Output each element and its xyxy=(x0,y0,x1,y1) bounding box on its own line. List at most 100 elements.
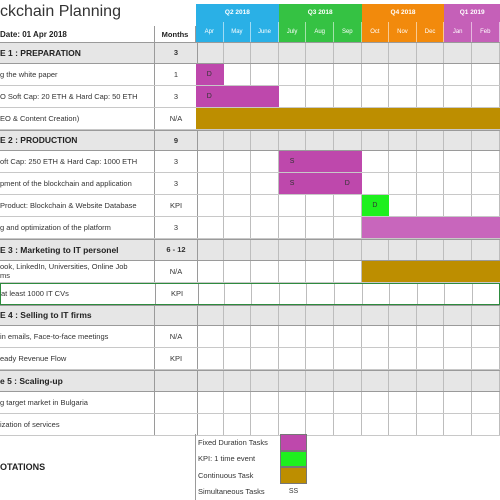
timeline-cell[interactable] xyxy=(472,305,500,325)
timeline-cell[interactable] xyxy=(334,43,362,63)
timeline-cell[interactable] xyxy=(224,240,252,260)
task-row[interactable]: Product: Blockchain & Website Database KP… xyxy=(0,195,500,217)
timeline-cell[interactable] xyxy=(334,371,362,391)
timeline-cell[interactable] xyxy=(306,130,334,150)
timeline-cell[interactable] xyxy=(472,326,500,347)
timeline-cell-filled[interactable] xyxy=(223,107,252,129)
timeline-cell[interactable] xyxy=(417,413,445,435)
timeline-cell[interactable] xyxy=(224,195,252,216)
timeline-cell[interactable] xyxy=(472,85,500,107)
timeline-cell[interactable] xyxy=(389,371,417,391)
timeline-cell[interactable] xyxy=(196,391,224,413)
timeline-cell[interactable] xyxy=(444,240,472,260)
timeline-cell[interactable] xyxy=(279,348,307,369)
timeline-cell[interactable] xyxy=(472,240,500,260)
timeline-cell-filled[interactable] xyxy=(306,107,334,129)
timeline-cell[interactable] xyxy=(334,348,362,369)
task-row[interactable]: g the white paper 1 D xyxy=(0,63,500,86)
timeline-cell[interactable] xyxy=(362,240,390,260)
timeline-cell-filled[interactable] xyxy=(471,107,500,129)
timeline-cell[interactable] xyxy=(306,305,334,325)
task-row[interactable]: O Soft Cap: 20 ETH & Hard Cap: 50 ETH 3 D xyxy=(0,85,500,108)
timeline-cell[interactable] xyxy=(444,413,472,435)
timeline-cell[interactable] xyxy=(362,173,390,194)
timeline-cell[interactable] xyxy=(444,195,472,216)
timeline-cell[interactable] xyxy=(362,85,390,107)
timeline-cell-filled[interactable] xyxy=(471,260,500,282)
timeline-cell[interactable] xyxy=(251,371,279,391)
timeline-cell[interactable] xyxy=(389,43,417,63)
timeline-cell[interactable] xyxy=(334,240,362,260)
timeline-cell[interactable] xyxy=(196,151,224,172)
timeline-cell[interactable] xyxy=(389,326,417,347)
timeline-cell[interactable] xyxy=(362,348,390,369)
timeline-cell[interactable] xyxy=(389,63,417,85)
timeline-cell-filled[interactable]: D xyxy=(361,195,390,216)
timeline-cell[interactable] xyxy=(389,173,417,194)
timeline-cell-filled[interactable] xyxy=(306,151,334,172)
timeline-cell[interactable] xyxy=(279,85,307,107)
timeline-cell[interactable] xyxy=(196,43,224,63)
timeline-cell[interactable] xyxy=(362,391,390,413)
task-row[interactable]: ook, LinkedIn, Universities, Online Job m… xyxy=(0,260,500,283)
timeline-cell[interactable] xyxy=(363,283,391,304)
timeline-cell[interactable] xyxy=(225,283,253,304)
timeline-cell[interactable] xyxy=(306,217,334,238)
timeline-cell-filled[interactable] xyxy=(416,107,445,129)
timeline-cell[interactable] xyxy=(444,43,472,63)
timeline-cell[interactable] xyxy=(472,348,500,369)
timeline-cell[interactable] xyxy=(362,413,390,435)
timeline-cell-filled[interactable] xyxy=(333,107,362,129)
timeline-cell[interactable] xyxy=(334,391,362,413)
timeline-cell[interactable] xyxy=(334,260,362,282)
task-row[interactable]: EO & Content Creation) N/A xyxy=(0,107,500,130)
timeline-cell-filled[interactable] xyxy=(251,85,279,107)
timeline-cell[interactable] xyxy=(417,195,445,216)
timeline-cell[interactable] xyxy=(279,260,307,282)
timeline-cell[interactable] xyxy=(472,63,500,85)
task-row[interactable]: pment of the blockchain and application 3… xyxy=(0,173,500,195)
timeline-cell[interactable] xyxy=(279,195,307,216)
timeline-cell-filled[interactable] xyxy=(389,260,417,282)
timeline-cell[interactable] xyxy=(251,326,279,347)
timeline-cell[interactable] xyxy=(252,283,280,304)
timeline-cell[interactable] xyxy=(251,173,279,194)
timeline-cell[interactable] xyxy=(473,283,500,304)
timeline-cell[interactable] xyxy=(334,130,362,150)
timeline-cell[interactable] xyxy=(306,43,334,63)
timeline-cell[interactable] xyxy=(251,43,279,63)
timeline-cell[interactable] xyxy=(472,151,500,172)
timeline-cell[interactable] xyxy=(251,195,279,216)
timeline-cell[interactable] xyxy=(472,391,500,413)
timeline-cell[interactable] xyxy=(251,63,279,85)
timeline-cell[interactable] xyxy=(417,85,445,107)
timeline-cell[interactable] xyxy=(196,130,224,150)
timeline-cell[interactable] xyxy=(279,391,307,413)
timeline-cell[interactable] xyxy=(196,195,224,216)
timeline-cell-filled[interactable] xyxy=(251,107,279,129)
timeline-cell[interactable] xyxy=(444,305,472,325)
timeline-cell[interactable] xyxy=(279,217,307,238)
timeline-cell[interactable] xyxy=(306,391,334,413)
timeline-cell[interactable] xyxy=(279,326,307,347)
timeline-cell[interactable] xyxy=(417,305,445,325)
timeline-cell[interactable] xyxy=(196,413,224,435)
timeline-cell[interactable] xyxy=(444,130,472,150)
timeline-cell[interactable] xyxy=(445,283,473,304)
timeline-cell[interactable] xyxy=(224,371,252,391)
timeline-cell[interactable] xyxy=(362,151,390,172)
timeline-cell[interactable] xyxy=(472,371,500,391)
timeline-cell[interactable] xyxy=(224,130,252,150)
timeline-cell[interactable] xyxy=(224,63,252,85)
timeline-cell-filled[interactable] xyxy=(278,107,307,129)
task-row[interactable]: ization of services xyxy=(0,413,500,436)
timeline-cell[interactable] xyxy=(224,173,252,194)
timeline-cell-filled[interactable]: D xyxy=(196,63,224,85)
timeline-cell[interactable] xyxy=(306,348,334,369)
timeline-cell[interactable] xyxy=(306,195,334,216)
timeline-cell[interactable] xyxy=(251,413,279,435)
timeline-cell[interactable] xyxy=(444,151,472,172)
timeline-cell-filled[interactable]: S xyxy=(278,173,307,194)
timeline-cell[interactable] xyxy=(417,371,445,391)
timeline-cell[interactable] xyxy=(389,151,417,172)
